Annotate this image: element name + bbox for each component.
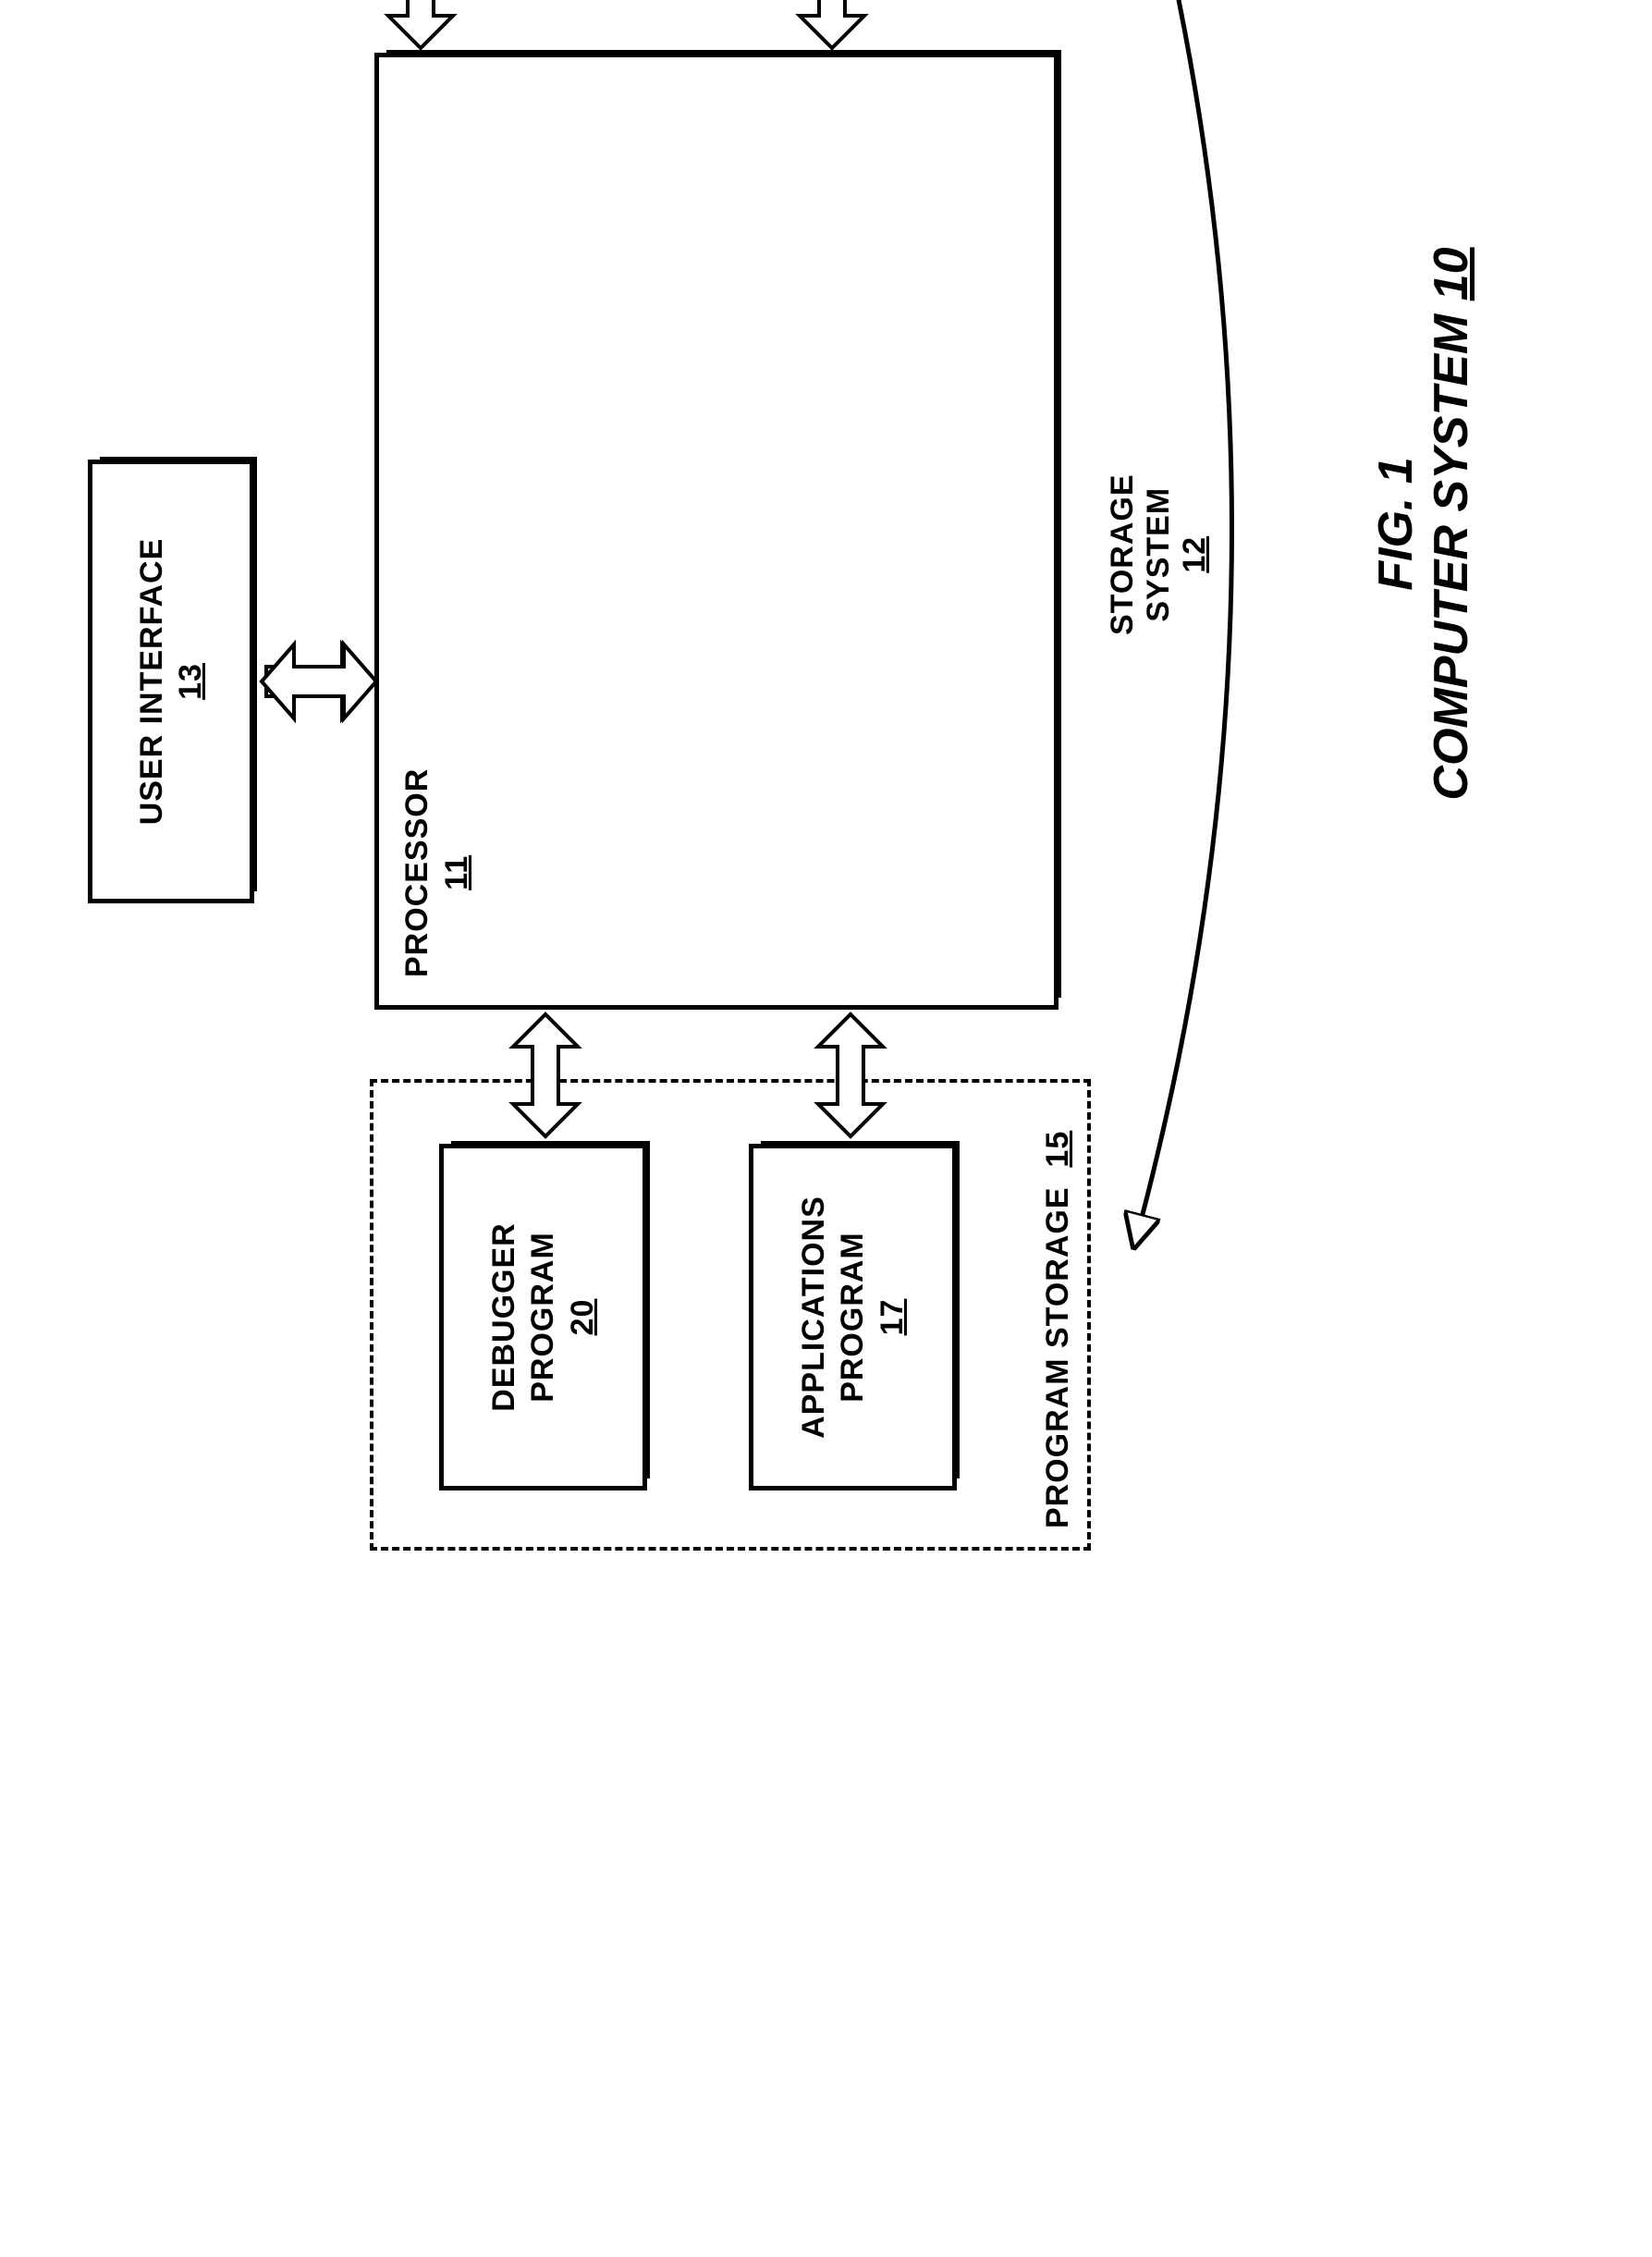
debugger-ref: 20 [563, 1222, 603, 1411]
user-interface-label: USER INTERFACE [132, 538, 172, 826]
applications-program-box: APPLICATIONS PROGRAM 17 [749, 1144, 957, 1490]
arrow-proc-dataobject [800, 0, 864, 48]
processor-box: PROCESSOR 11 [374, 53, 1059, 1010]
processor-ref: 11 [437, 768, 477, 977]
program-storage-label: PROGRAM STORAGE 15 [1040, 1131, 1076, 1528]
applications-label-2: PROGRAM [833, 1196, 873, 1439]
applications-ref: 17 [873, 1196, 912, 1439]
figure-caption: FIG. 1 COMPUTER SYSTEM 10 [1368, 0, 1479, 1652]
arrow-ui-processor [266, 644, 374, 718]
arrow-proc-display [388, 0, 453, 48]
user-interface-box: USER INTERFACE 13 [88, 460, 254, 903]
debugger-label-2: PROGRAM [523, 1222, 563, 1411]
user-interface-ref: 13 [171, 538, 211, 826]
storage-system-label: STORAGE SYSTEM 12 [1105, 473, 1213, 635]
debugger-label-1: DEBUGGER [484, 1222, 524, 1411]
debugger-program-box: DEBUGGER PROGRAM 20 [439, 1144, 647, 1490]
processor-label: PROCESSOR [398, 768, 437, 977]
arrow-ui-processor-shape [262, 644, 376, 718]
diagram-stage: PROGRAM STORAGE 15 DATA STORAGE 16 USER … [0, 0, 1652, 1652]
applications-label-1: APPLICATIONS [794, 1196, 834, 1439]
